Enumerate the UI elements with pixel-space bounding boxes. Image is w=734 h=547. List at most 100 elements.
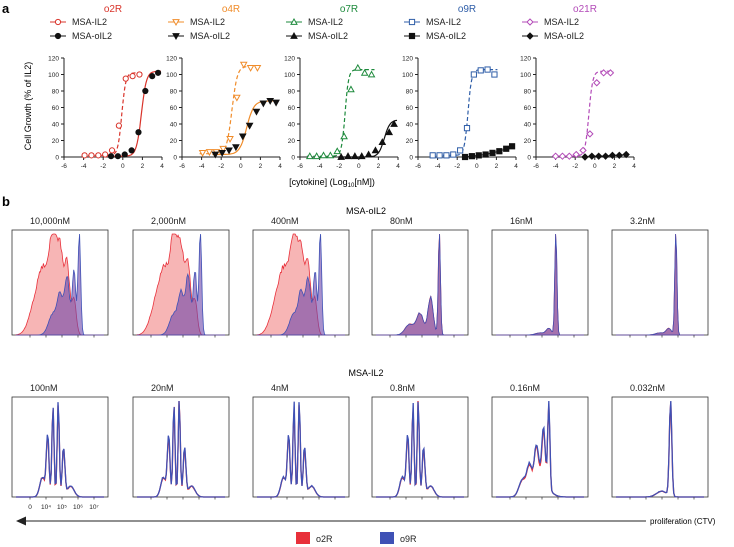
concentration-label: 16nM — [510, 216, 533, 226]
data-point-MSA-oIL2 — [121, 151, 128, 158]
histogram-o9R — [616, 400, 704, 498]
legend-marker-diamond-open — [526, 18, 534, 26]
concentration-label: 3.2nM — [630, 216, 655, 226]
legend-label: MSA-IL2 — [308, 17, 343, 27]
data-point-MSA-IL2 — [360, 68, 369, 76]
y-tick-label: 120 — [284, 56, 295, 63]
data-point-MSA-IL2 — [551, 152, 560, 160]
histogram-frame — [11, 396, 109, 498]
data-point-MSA-IL2 — [353, 63, 362, 71]
concentration-label: 400nM — [271, 216, 299, 226]
histogram-panel-4nM: 4nM — [252, 383, 350, 500]
data-point-MSA-IL2 — [436, 152, 443, 159]
data-point-MSA-IL2 — [429, 152, 436, 159]
histogram-legend: o2R o9R — [296, 532, 417, 544]
data-point-MSA-oIL2 — [351, 152, 359, 160]
data-point-MSA-IL2 — [463, 125, 471, 132]
histogram-frame — [252, 396, 350, 498]
y-tick-label: 100 — [520, 72, 531, 79]
proliferation-tick-label: 10⁵ — [57, 504, 67, 511]
y-tick-label: 20 — [288, 138, 296, 145]
y-tick-label: 0 — [55, 155, 59, 162]
legend-label: MSA-oIL2 — [544, 31, 584, 41]
x-tick-label: -4 — [81, 163, 87, 170]
data-point-MSA-IL2 — [305, 152, 314, 160]
x-tick-label: -2 — [454, 163, 460, 170]
legend-marker-circle-open — [54, 18, 62, 26]
data-point-MSA-oIL2 — [252, 108, 261, 116]
histogram-o9R — [16, 402, 104, 498]
panel-b-histograms: 10,000nM 2,000nM 400nM 80nM 16nM 3.2nM 100nM 20… — [11, 216, 709, 544]
histogram-o9R — [257, 233, 345, 336]
legend-label: MSA-oIL2 — [308, 31, 348, 41]
histogram-row-2: 100nM 20nM 4nM 0.8nM 0.16nM 0.032nM — [11, 383, 709, 500]
data-point-MSA-oIL2 — [371, 146, 380, 154]
data-point-MSA-oIL2 — [595, 152, 603, 160]
data-point-MSA-oIL2 — [468, 153, 475, 160]
chart-title: o9R — [458, 4, 476, 15]
y-tick-label: 20 — [524, 138, 532, 145]
data-point-MSA-oIL2 — [390, 119, 398, 127]
data-point-MSA-IL2 — [102, 151, 109, 158]
legend-label: MSA-IL2 — [426, 17, 461, 27]
data-point-MSA-IL2 — [457, 147, 464, 154]
x-tick-label: 0 — [121, 163, 125, 170]
y-tick-label: 80 — [406, 89, 414, 96]
y-tick-label: 40 — [52, 122, 60, 129]
data-point-MSA-oIL2 — [225, 147, 233, 155]
data-point-MSA-IL2 — [219, 145, 228, 153]
y-tick-label: 0 — [291, 155, 295, 162]
y-tick-label: 100 — [166, 72, 177, 79]
histogram-frame — [491, 396, 589, 498]
data-point-MSA-oIL2 — [489, 149, 496, 156]
data-point-MSA-IL2 — [572, 150, 580, 159]
histogram-panel-20nM: 20nM — [132, 383, 230, 500]
x-tick-label: 2 — [141, 163, 145, 170]
data-point-MSA-IL2 — [136, 71, 143, 78]
data-point-MSA-IL2 — [88, 152, 95, 159]
proliferation-tick-label: 0 — [28, 504, 32, 511]
legend-swatch-o9R — [380, 532, 394, 544]
histogram-o9R — [137, 233, 225, 336]
data-point-MSA-oIL2 — [385, 128, 394, 136]
histogram-panel-80nM: 80nM — [371, 216, 469, 338]
y-tick-label: 120 — [520, 56, 531, 63]
x-tick-label: 2 — [259, 163, 263, 170]
data-point-MSA-IL2 — [198, 149, 207, 157]
legend-label-o9R: o9R — [400, 534, 417, 544]
data-point-MSA-oIL2 — [608, 151, 617, 160]
data-point-MSA-oIL2 — [622, 150, 630, 159]
y-tick-label: 40 — [288, 122, 296, 129]
y-tick-label: 20 — [170, 138, 178, 145]
data-point-MSA-IL2 — [312, 152, 321, 160]
x-tick-label: 2 — [613, 163, 617, 170]
data-point-MSA-IL2 — [470, 71, 477, 78]
concentration-label: 80nM — [390, 216, 413, 226]
data-point-MSA-IL2 — [450, 151, 457, 158]
data-point-MSA-IL2 — [599, 69, 608, 77]
x-tick-label: 4 — [632, 163, 636, 170]
legend-label-o2R: o2R — [316, 534, 333, 544]
data-point-MSA-oIL2 — [344, 152, 352, 160]
x-tick-label: 4 — [396, 163, 400, 170]
x-axis-label-suffix: [nM]) — [354, 177, 375, 187]
concentration-label: 0.16nM — [510, 383, 540, 393]
data-point-MSA-oIL2 — [496, 148, 503, 155]
data-point-MSA-oIL2 — [142, 87, 149, 95]
x-tick-label: -4 — [435, 163, 441, 170]
x-tick-label: -2 — [336, 163, 342, 170]
histogram-row-1: 10,000nM 2,000nM 400nM 80nM 16nM 3.2nM — [11, 216, 709, 338]
x-tick-label: -4 — [553, 163, 559, 170]
histogram-row1-title: MSA-oIL2 — [346, 206, 386, 216]
legend-marker-triangle-up-filled — [290, 31, 298, 39]
data-point-MSA-IL2 — [443, 152, 450, 159]
data-point-MSA-oIL2 — [357, 152, 366, 160]
legend-label: MSA-IL2 — [544, 17, 579, 27]
histogram-o9R — [496, 400, 584, 498]
histogram-frame — [611, 396, 709, 498]
histogram-frame — [132, 396, 230, 498]
data-point-MSA-oIL2 — [508, 143, 516, 150]
histogram-panel-0.16nM: 0.16nM — [491, 383, 589, 500]
